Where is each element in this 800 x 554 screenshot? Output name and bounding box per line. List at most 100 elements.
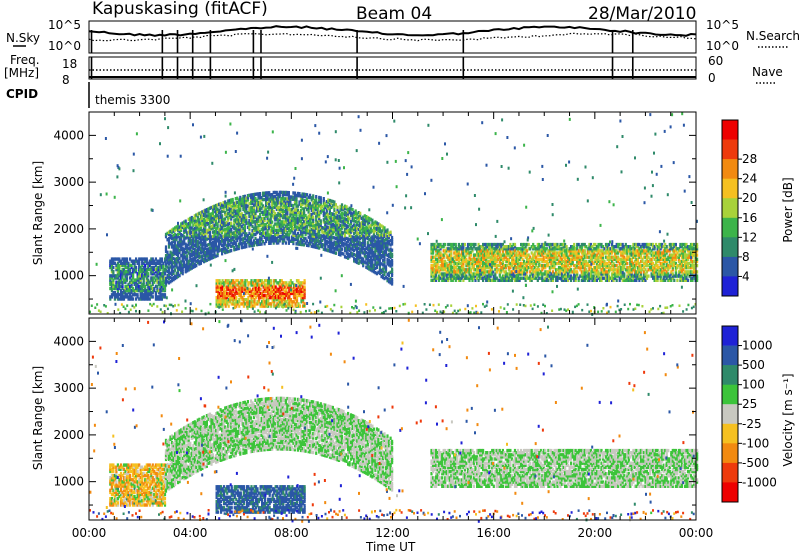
power-cell bbox=[145, 267, 148, 272]
power-cell bbox=[518, 268, 521, 272]
power-cell bbox=[509, 253, 512, 257]
power-cell bbox=[141, 267, 144, 272]
power-cell bbox=[295, 289, 299, 293]
power-cell bbox=[477, 245, 480, 249]
power-cell bbox=[448, 247, 451, 251]
power-cell bbox=[331, 218, 334, 223]
power-cell bbox=[551, 270, 554, 274]
power-cell bbox=[253, 285, 256, 289]
power-cell bbox=[340, 243, 344, 247]
power-cell bbox=[530, 261, 533, 266]
power-cell bbox=[170, 264, 174, 268]
power-cell bbox=[145, 270, 148, 274]
power-cell bbox=[198, 230, 201, 235]
power-cell bbox=[234, 230, 237, 235]
power-cell bbox=[224, 234, 227, 238]
power-cell bbox=[521, 276, 524, 280]
power-cell bbox=[245, 221, 248, 226]
power-cell bbox=[199, 236, 202, 240]
power-cell bbox=[293, 237, 297, 242]
power-cell bbox=[268, 295, 271, 300]
power-cell bbox=[243, 217, 246, 222]
power-cell bbox=[488, 247, 491, 251]
power-cell bbox=[562, 266, 565, 270]
power-cell bbox=[221, 252, 224, 256]
power-cell bbox=[369, 251, 372, 255]
power-cell bbox=[284, 211, 287, 216]
power-cell bbox=[454, 247, 457, 251]
power-cell bbox=[141, 263, 144, 268]
power-cell bbox=[170, 228, 174, 232]
power-cell bbox=[286, 209, 289, 214]
power-cell bbox=[215, 281, 218, 285]
power-cell bbox=[485, 266, 488, 270]
power-cell bbox=[559, 255, 562, 259]
power-cell bbox=[228, 209, 231, 213]
power-cell bbox=[262, 281, 265, 285]
power-cell bbox=[252, 220, 256, 224]
power-cell bbox=[156, 297, 159, 301]
power-cell bbox=[303, 215, 306, 220]
power-cell bbox=[453, 261, 456, 266]
power-cell bbox=[462, 274, 465, 278]
power-cell bbox=[516, 270, 520, 274]
power-cell bbox=[524, 268, 527, 272]
power-cell bbox=[242, 205, 245, 209]
power-cell bbox=[524, 253, 527, 257]
power-cell bbox=[195, 219, 198, 224]
power-cell bbox=[193, 262, 196, 266]
power-cell bbox=[510, 255, 514, 259]
power-cell bbox=[435, 263, 438, 268]
power-cell bbox=[166, 269, 169, 273]
power-cell bbox=[345, 224, 348, 228]
power-cell bbox=[359, 234, 362, 239]
power-cell bbox=[277, 291, 280, 296]
power-cell bbox=[483, 242, 486, 247]
power-cell bbox=[163, 272, 167, 276]
power-cell bbox=[253, 279, 256, 283]
power-cell bbox=[230, 293, 233, 298]
power-cell bbox=[189, 223, 192, 227]
power-cell bbox=[564, 268, 567, 272]
power-cell bbox=[224, 210, 227, 215]
power-cell bbox=[249, 241, 253, 246]
power-cell bbox=[217, 291, 220, 296]
power-cell bbox=[536, 270, 539, 274]
power-cell bbox=[239, 291, 242, 296]
power-cell bbox=[201, 220, 204, 225]
power-cell bbox=[251, 281, 255, 285]
power-cell bbox=[164, 258, 168, 262]
power-cell bbox=[307, 210, 310, 214]
power-cell bbox=[124, 257, 127, 261]
power-cell bbox=[239, 227, 242, 231]
power-cell bbox=[232, 289, 235, 293]
power-cell bbox=[465, 251, 468, 255]
power-cell bbox=[261, 300, 264, 304]
power-cell bbox=[227, 235, 230, 239]
power-cell bbox=[275, 207, 278, 211]
power-cell bbox=[175, 265, 178, 269]
power-cell bbox=[122, 280, 126, 284]
power-cell bbox=[125, 278, 129, 282]
power-cell bbox=[378, 248, 381, 252]
power-cell bbox=[507, 259, 510, 264]
power-cell bbox=[313, 238, 316, 243]
power-cell bbox=[142, 282, 145, 286]
power-cell bbox=[297, 291, 300, 296]
power-cell bbox=[227, 203, 230, 207]
power-cell bbox=[380, 262, 383, 266]
power-cell bbox=[301, 230, 304, 234]
power-cell bbox=[357, 255, 360, 259]
power-cell bbox=[371, 245, 374, 250]
power-cell bbox=[170, 245, 174, 249]
power-cell bbox=[132, 270, 135, 274]
power-cell bbox=[453, 247, 456, 251]
power-cell bbox=[112, 280, 115, 284]
power-cell bbox=[119, 293, 123, 297]
power-cell bbox=[264, 287, 267, 291]
power-cell bbox=[303, 279, 306, 283]
power-cell bbox=[193, 235, 196, 239]
power-cell bbox=[453, 263, 456, 268]
power-cell bbox=[503, 278, 506, 282]
power-cell bbox=[289, 285, 292, 289]
